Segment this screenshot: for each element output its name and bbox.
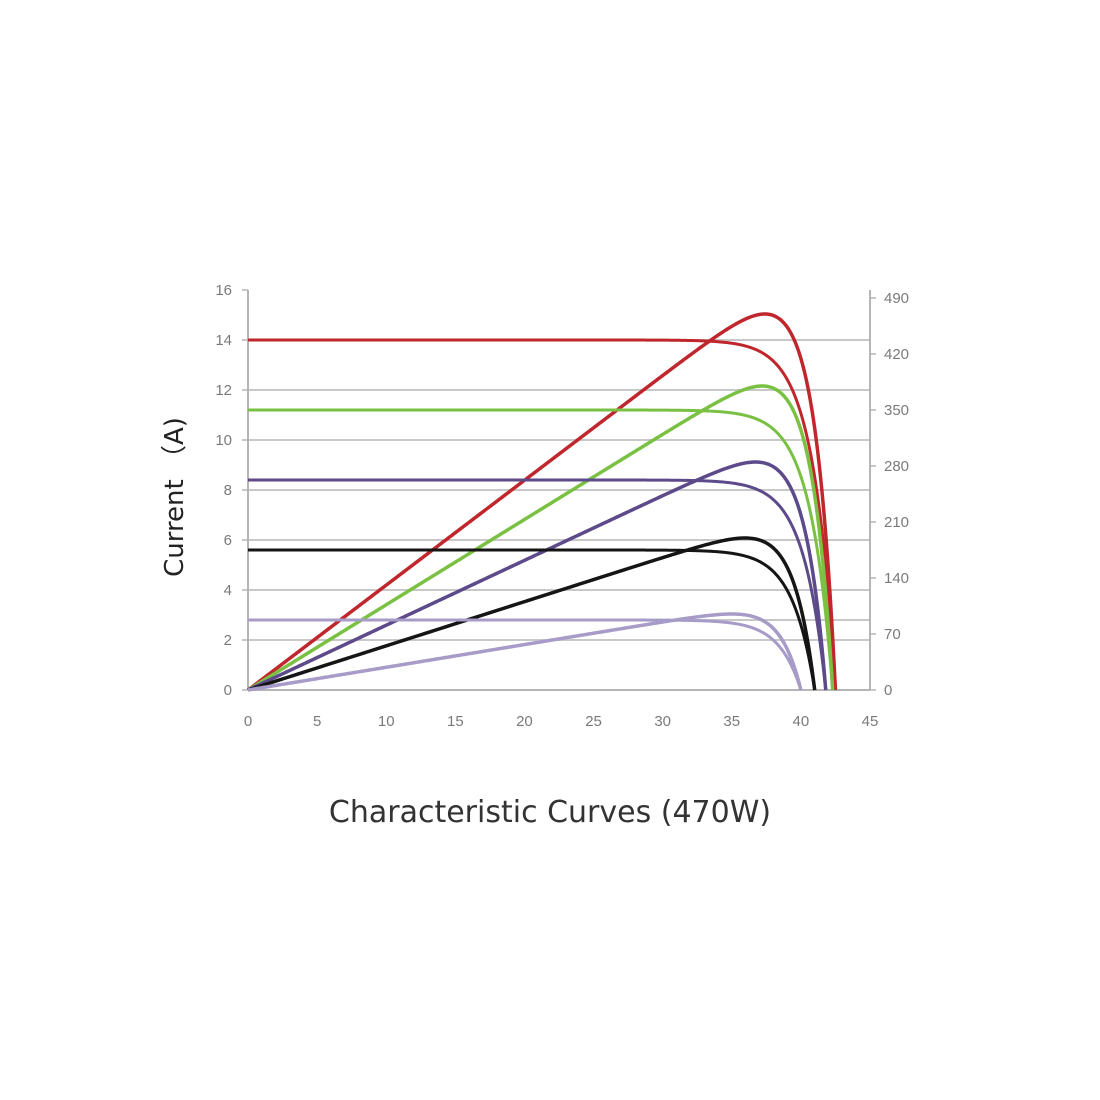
iv-curve: [248, 478, 828, 691]
iv-curve: [248, 548, 817, 691]
y2-tick-label: 0: [884, 682, 892, 699]
power-curve: [247, 460, 828, 692]
iv-curve: [248, 338, 837, 691]
grid: [248, 339, 870, 641]
y2-tick-label: 280: [884, 458, 909, 475]
y2-tick-label: 140: [884, 570, 909, 587]
y-tick-label: 10: [215, 432, 232, 449]
curves: [246, 312, 838, 692]
x-tick-label: 40: [793, 713, 810, 730]
y2-tick-label: 420: [884, 346, 909, 363]
x-tick-label: 20: [516, 713, 533, 730]
y2-tick-label: 210: [884, 514, 909, 531]
x-tick-label: 15: [447, 713, 464, 730]
power-curve: [247, 612, 803, 692]
x-tick-label: 25: [585, 713, 602, 730]
y2-tick-label: 350: [884, 402, 909, 419]
y2-tick-label: 70: [884, 626, 901, 643]
axes: [242, 289, 876, 691]
y-tick-label: 16: [215, 282, 232, 299]
y-tick-label: 0: [224, 682, 232, 699]
x-tick-label: 5: [313, 713, 321, 730]
x-tick-label: 45: [862, 713, 879, 730]
y-axis-label: Current （A): [160, 417, 190, 577]
chart-caption: Characteristic Curves (470W): [328, 795, 772, 830]
y-tick-label: 6: [224, 532, 232, 549]
power-curve: [246, 312, 838, 692]
y-tick-label: 2: [224, 632, 232, 649]
y2-tick-label: 490: [884, 290, 909, 307]
x-tick-label: 35: [723, 713, 740, 730]
y-tick-label: 8: [224, 482, 232, 499]
iv-curve: [248, 618, 803, 691]
x-tick-label: 30: [654, 713, 671, 730]
y-tick-label: 14: [215, 332, 232, 349]
power-curve: [247, 536, 817, 692]
y-tick-label: 12: [215, 382, 232, 399]
power-curve: [247, 384, 835, 692]
x-tick-label: 10: [378, 713, 395, 730]
y-tick-label: 4: [224, 582, 232, 599]
x-tick-label: 0: [244, 713, 252, 730]
ticks: 0 2 4 6 8 10 12 14 16 0 70 140 210 280 350 420 490 0 5 10 15…: [215, 282, 909, 730]
iv-curve: [248, 408, 835, 691]
